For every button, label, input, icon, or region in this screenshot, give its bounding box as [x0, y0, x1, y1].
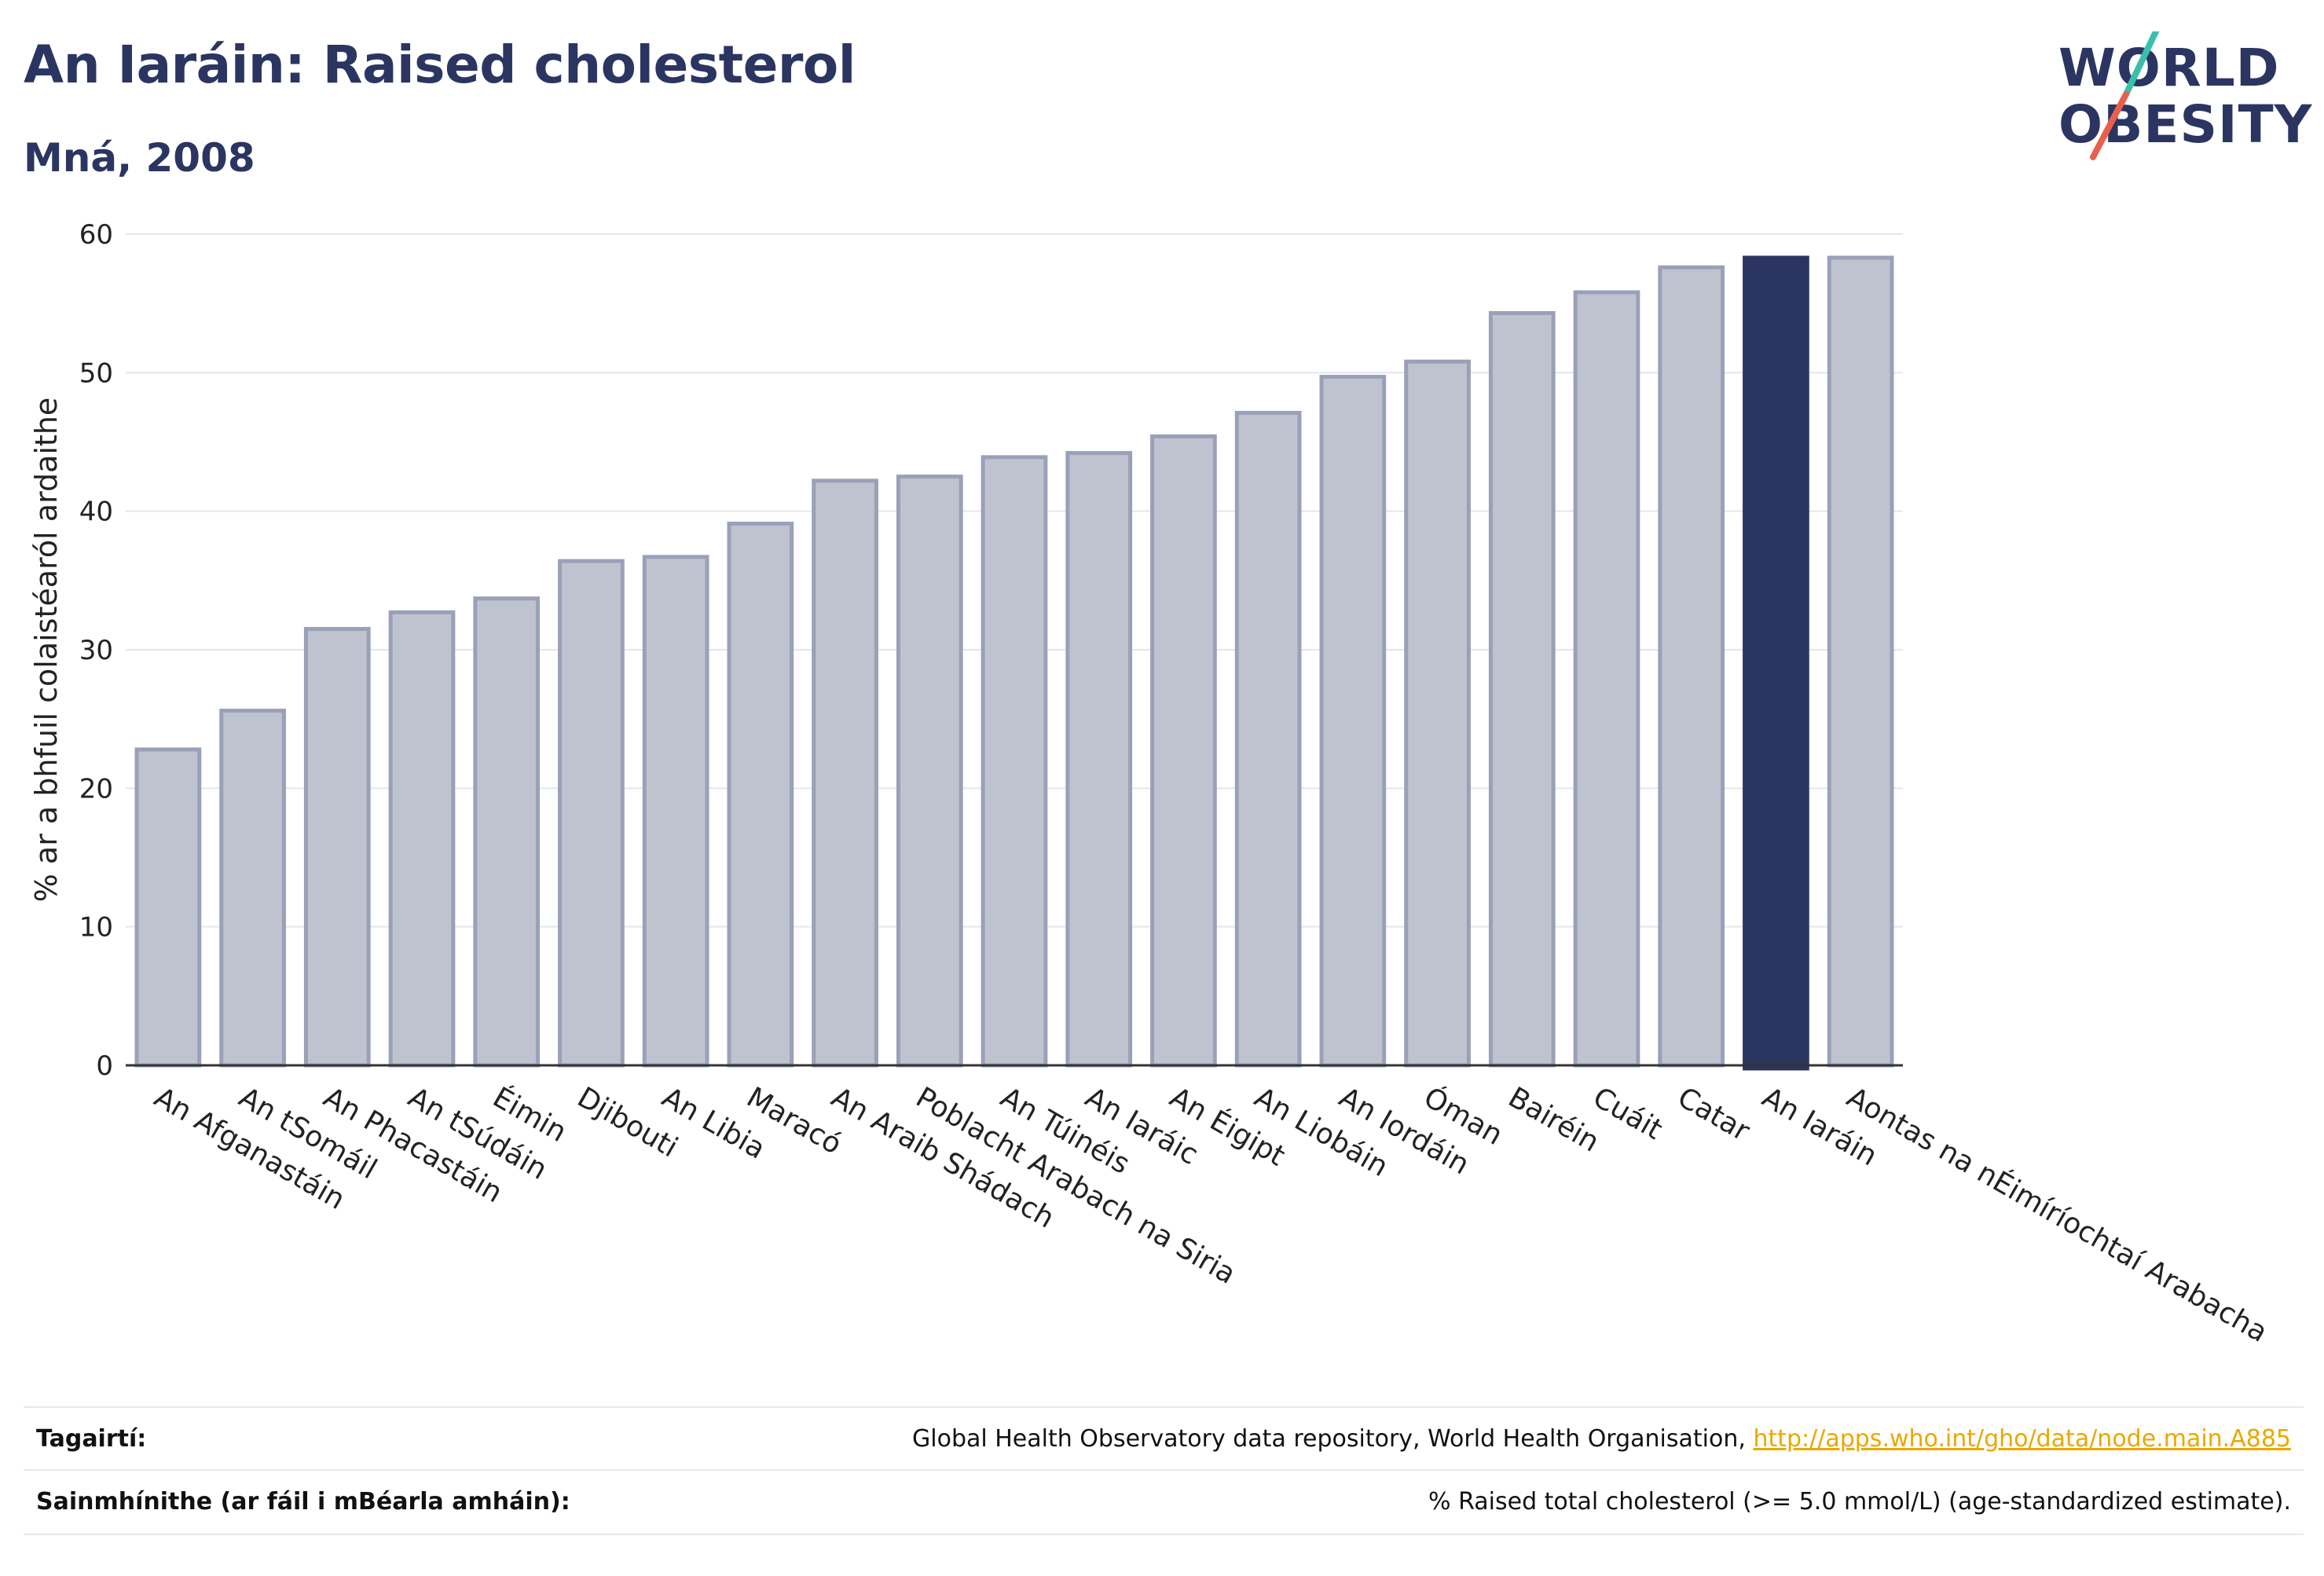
bar — [473, 596, 541, 1068]
bar — [1404, 359, 1471, 1068]
definitions-label: Sainmhínithe (ar fáil i mBéarla amháin): — [36, 1488, 570, 1516]
x-tick-label: Bairéin — [1503, 1081, 1604, 1158]
references-row: Tagairtí: Global Health Observatory data… — [24, 1406, 2304, 1471]
bar — [981, 455, 1048, 1068]
references-value: Global Health Observatory data repositor… — [912, 1425, 2291, 1453]
bar — [896, 475, 963, 1068]
y-tick-label: 10 — [79, 912, 113, 944]
y-tick-label: 0 — [96, 1050, 113, 1082]
bar — [1827, 255, 1894, 1068]
chart-title: An Iaráin: Raised cholesterol — [24, 35, 856, 95]
bar — [1319, 375, 1387, 1068]
bar — [812, 478, 878, 1068]
bar — [1658, 265, 1725, 1068]
y-tick-label: 40 — [79, 497, 113, 528]
definitions-row: Sainmhínithe (ar fáil i mBéarla amháin):… — [24, 1469, 2304, 1535]
bar — [388, 610, 456, 1068]
references-label: Tagairtí: — [36, 1425, 147, 1453]
bars — [134, 255, 1894, 1071]
y-axis-ticks: 0 10 20 30 40 50 60 — [79, 219, 113, 1082]
bar — [1488, 311, 1556, 1068]
bar — [558, 559, 625, 1068]
y-tick-label: 60 — [79, 219, 113, 251]
references-text: Global Health Observatory data repositor… — [912, 1425, 1754, 1453]
bar — [1150, 434, 1217, 1068]
logo-line-1: WORLD — [2058, 38, 2280, 98]
references-link[interactable]: http://apps.who.int/gho/data/node.main.A… — [1753, 1425, 2291, 1453]
x-tick-label: Aontas na nÉimíríochtaí Arabacha — [1842, 1080, 2274, 1349]
y-tick-label: 20 — [79, 773, 113, 804]
bar — [134, 747, 202, 1068]
definitions-value: % Raised total cholesterol (>= 5.0 mmol/… — [1428, 1488, 2291, 1516]
chart-subtitle: Mná, 2008 — [24, 135, 255, 181]
y-tick-label: 50 — [79, 357, 113, 389]
bar — [642, 555, 709, 1068]
world-obesity-logo: WORLD OBESITY — [2043, 31, 2311, 173]
bar — [1573, 290, 1640, 1068]
logo-slash-icon — [2090, 31, 2160, 160]
bar-highlighted — [1743, 255, 1809, 1071]
x-tick-label: Catar — [1672, 1081, 1755, 1148]
bar — [727, 522, 794, 1068]
bar — [303, 627, 371, 1068]
bar — [219, 709, 286, 1068]
bar — [1065, 451, 1133, 1068]
y-tick-label: 30 — [79, 635, 113, 666]
y-axis-label: % ar a bhfuil colaistéaról ardaithe — [29, 398, 64, 903]
bar — [1234, 410, 1302, 1068]
